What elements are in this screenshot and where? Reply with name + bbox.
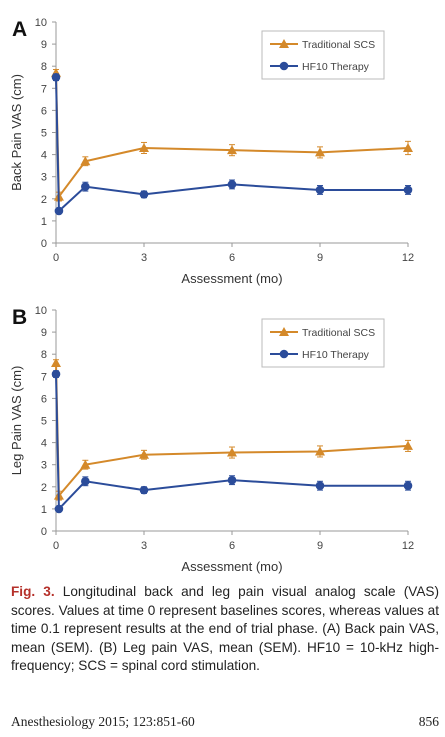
data-point-triangle — [227, 145, 237, 155]
y-tick-label: 8 — [41, 349, 47, 361]
chart-panel-b: B 0 1 2 3 4 5 6 7 8 9 10 0 3 6 9 12 Assessment (mo) Leg Pa… — [0, 288, 445, 578]
data-point-circle — [403, 481, 413, 490]
legend-box — [261, 318, 385, 368]
data-point-circle — [51, 72, 61, 82]
data-point-triangle — [80, 459, 91, 469]
data-point-triangle — [403, 142, 413, 152]
y-tick-label: 0 — [41, 526, 47, 538]
legend-entry-2: HF10 Therapy — [302, 349, 370, 361]
x-tick-label: 6 — [229, 540, 235, 552]
x-tick-label: 3 — [141, 252, 147, 264]
legend-box — [261, 30, 385, 80]
legend-marker-triangle — [279, 327, 289, 336]
y-tick-label: 10 — [35, 17, 47, 29]
y-tick-label: 7 — [41, 371, 47, 383]
data-point-circle — [54, 206, 64, 216]
data-point-circle — [139, 485, 149, 495]
y-tick-label: 7 — [41, 83, 47, 95]
y-tick-label: 1 — [41, 504, 47, 516]
caption-text: Longitudinal back and leg pain visual an… — [11, 584, 439, 673]
x-tick-label: 9 — [317, 540, 323, 552]
x-tick-label: 3 — [141, 540, 147, 552]
x-tick-label: 6 — [229, 252, 235, 264]
data-point-circle — [315, 185, 325, 195]
y-tick-label: 4 — [41, 150, 47, 162]
y-tick-label: 5 — [41, 128, 47, 140]
y-tick-label: 5 — [41, 416, 47, 428]
y-axis-label: Back Pain VAS (cm) — [9, 74, 24, 191]
data-point-triangle — [80, 156, 91, 166]
data-point-circle — [315, 481, 325, 490]
legend-entry-1: Traditional SCS — [302, 327, 375, 339]
series-line-1 — [55, 72, 409, 200]
journal-citation: Anesthesiology 2015; 123:851-60 — [11, 714, 195, 729]
legend-marker-triangle — [279, 39, 289, 48]
y-tick-label: 6 — [41, 393, 47, 405]
legend-entry-2: HF10 Therapy — [302, 61, 370, 73]
x-tick-label: 0 — [53, 252, 59, 264]
legend-marker-circle — [279, 349, 289, 359]
data-point-circle — [403, 185, 413, 195]
x-axis-label: Assessment (mo) — [181, 271, 282, 286]
y-tick-label: 1 — [41, 216, 47, 228]
page-footer: Anesthesiology 2015; 123:851-60 856 — [11, 714, 439, 730]
x-axis-label: Assessment (mo) — [181, 559, 282, 574]
y-tick-label: 4 — [41, 438, 47, 450]
x-tick-label: 0 — [53, 540, 59, 552]
data-point-circle — [139, 190, 149, 199]
y-tick-label: 2 — [41, 194, 47, 206]
y-axis-label: Leg Pain VAS (cm) — [9, 366, 24, 476]
data-point-circle — [81, 476, 90, 486]
data-point-triangle — [403, 440, 413, 450]
y-tick-label: 2 — [41, 482, 47, 494]
data-point-triangle — [139, 142, 149, 152]
y-tick-label: 3 — [41, 460, 47, 472]
data-point-triangle — [227, 447, 237, 457]
y-tick-label: 9 — [41, 39, 47, 51]
y-tick-label: 9 — [41, 327, 47, 339]
y-tick-label: 10 — [35, 305, 47, 317]
chart-panel-a: A 0 1 2 3 4 5 6 7 8 9 10 0 3 6 9 12 Assessment (mo) Back P… — [0, 0, 445, 290]
data-point-triangle — [315, 147, 325, 157]
data-point-circle — [81, 182, 90, 191]
data-point-circle — [54, 504, 64, 514]
x-tick-label: 9 — [317, 252, 323, 264]
figure-label: Fig. 3. — [11, 584, 55, 599]
series-line-2 — [55, 374, 408, 512]
figure-caption: Fig. 3. Longitudinal back and leg pain v… — [11, 583, 439, 676]
y-tick-label: 0 — [41, 238, 47, 250]
data-point-triangle — [139, 449, 149, 459]
data-point-circle — [51, 369, 61, 379]
page-number: 856 — [418, 714, 439, 729]
y-tick-label: 3 — [41, 172, 47, 184]
data-point-circle — [227, 180, 237, 189]
data-point-triangle — [315, 446, 325, 456]
y-tick-label: 8 — [41, 61, 47, 73]
legend-entry-1: Traditional SCS — [302, 39, 375, 51]
panel-label: A — [12, 18, 27, 41]
data-point-triangle — [51, 358, 61, 368]
y-tick-label: 6 — [41, 105, 47, 117]
x-tick-label: 12 — [402, 540, 414, 552]
series-line-2 — [55, 77, 408, 214]
panel-label: B — [12, 306, 27, 329]
data-point-circle — [227, 475, 237, 485]
x-tick-label: 12 — [402, 252, 414, 264]
legend-marker-circle — [279, 61, 289, 71]
